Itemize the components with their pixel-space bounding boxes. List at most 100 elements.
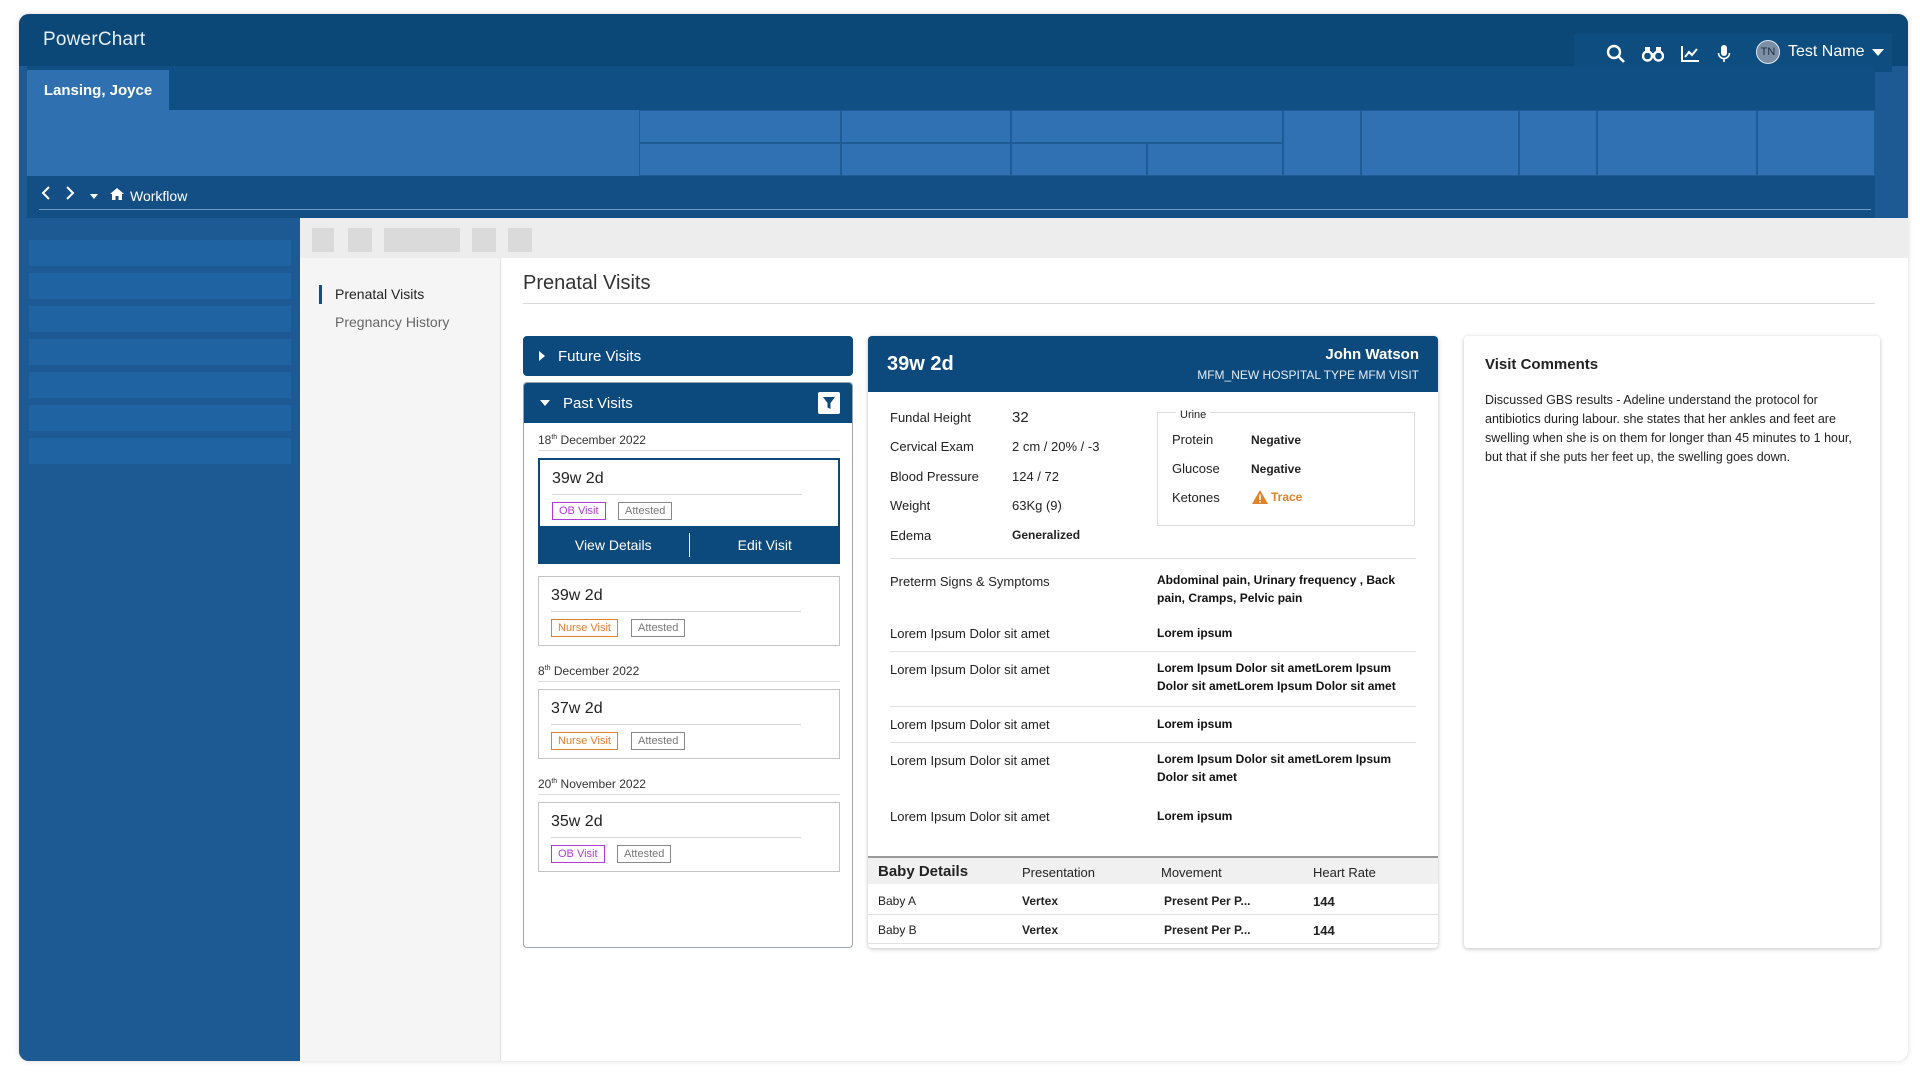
- vital-value: 32: [1012, 409, 1029, 426]
- toolbar-placeholder[interactable]: [348, 228, 372, 252]
- warning-icon: [1252, 490, 1268, 504]
- patient-tab-strip: [27, 66, 1875, 110]
- sidebar-item-placeholder[interactable]: [29, 240, 291, 266]
- visit-card[interactable]: 39w 2d Nurse Visit Attested: [538, 576, 840, 646]
- divider: [890, 651, 1416, 652]
- sidebar-item-placeholder[interactable]: [29, 339, 291, 365]
- sidebar-item-placeholder[interactable]: [29, 438, 291, 464]
- subnav-item-prenatal-visits[interactable]: Prenatal Visits: [335, 286, 425, 302]
- banner-cell: [1519, 110, 1597, 176]
- binoculars-icon[interactable]: [1641, 44, 1665, 64]
- status-badge: Attested: [617, 845, 672, 863]
- future-visits-label: Future Visits: [558, 347, 642, 365]
- urine-label: Ketones: [1172, 490, 1220, 505]
- visit-card[interactable]: 35w 2d OB Visit Attested: [538, 802, 840, 872]
- baby-movement: Present Per P...: [1164, 894, 1251, 908]
- symptom-label: Lorem Ipsum Dolor sit amet: [890, 717, 1050, 732]
- past-visits-toggle[interactable]: Past Visits: [524, 383, 852, 423]
- symptom-label: Lorem Ipsum Dolor sit amet: [890, 809, 1050, 824]
- patient-tab[interactable]: Lansing, Joyce: [27, 70, 169, 110]
- toolbar-placeholder[interactable]: [472, 228, 496, 252]
- divider: [538, 681, 840, 682]
- banner-cell: [1361, 110, 1519, 176]
- urine-title: Urine: [1176, 409, 1211, 421]
- visit-gestational-age: 39w 2d: [551, 587, 603, 604]
- table-row: Baby A Vertex Present Per P... 144: [868, 886, 1438, 915]
- column-header: Heart Rate: [1313, 865, 1376, 880]
- sidebar-item-placeholder[interactable]: [29, 273, 291, 299]
- vital-label: Weight: [890, 498, 931, 513]
- back-icon[interactable]: [41, 186, 51, 205]
- navigation-bar: Workflow: [27, 176, 1875, 218]
- urine-group: Urine Protein Negative Glucose Negative …: [1157, 409, 1415, 526]
- history-dropdown-icon[interactable]: [89, 187, 99, 205]
- visit-type-badge: Nurse Visit: [551, 619, 618, 637]
- symptom-label: Lorem Ipsum Dolor sit amet: [890, 753, 1050, 768]
- caret-down-icon: [540, 400, 550, 406]
- banner-cell: [1011, 143, 1147, 176]
- comments-body: Discussed GBS results - Adeline understa…: [1485, 393, 1852, 464]
- history-controls: [41, 186, 99, 205]
- app-title: PowerChart: [43, 29, 146, 50]
- divider: [551, 837, 801, 838]
- subnav-item-pregnancy-history[interactable]: Pregnancy History: [335, 314, 450, 330]
- symptom-value: Lorem Ipsum Dolor sit ametLorem Ipsum Do…: [1157, 752, 1392, 784]
- vital-label: Fundal Height: [890, 410, 971, 425]
- filter-icon[interactable]: [818, 392, 840, 414]
- table-row: Baby B Vertex Present Per P... 144: [868, 915, 1438, 944]
- urine-value-ketones: Trace: [1251, 489, 1302, 505]
- chart-icon[interactable]: [1680, 44, 1702, 64]
- future-visits-toggle[interactable]: Future Visits: [523, 336, 853, 376]
- content-toolbar: [300, 218, 1908, 258]
- visit-card[interactable]: 37w 2d Nurse Visit Attested: [538, 689, 840, 759]
- vital-value: 63Kg (9): [1012, 498, 1062, 513]
- user-menu[interactable]: TN Test Name: [1756, 38, 1885, 66]
- visit-type-badge: OB Visit: [551, 845, 605, 863]
- vital-value: 2 cm / 20% / -3: [1012, 439, 1100, 454]
- vital-label: Blood Pressure: [890, 469, 979, 484]
- baby-movement: Present Per P...: [1164, 923, 1251, 937]
- visit-detail-header: 39w 2d John Watson MFM_NEW HOSPITAL TYPE…: [868, 336, 1438, 392]
- banner-cell: [841, 110, 1011, 143]
- visit-date-label: 8th December 2022: [538, 664, 640, 678]
- baby-presentation: Vertex: [1022, 894, 1059, 908]
- baby-name: Baby B: [878, 923, 917, 937]
- sidebar-item-placeholder[interactable]: [29, 306, 291, 332]
- sidebar-item-placeholder[interactable]: [29, 372, 291, 398]
- symptom-value: Lorem Ipsum Dolor sit ametLorem Ipsum Do…: [1157, 661, 1396, 693]
- section-nav: Prenatal Visits Pregnancy History: [300, 258, 501, 1061]
- search-icon[interactable]: [1606, 44, 1628, 64]
- sidebar-item-placeholder[interactable]: [29, 405, 291, 431]
- chevron-down-icon: [1872, 48, 1885, 56]
- banner-cell: [1597, 110, 1757, 176]
- avatar: TN: [1756, 40, 1780, 64]
- edit-visit-button[interactable]: Edit Visit: [737, 537, 792, 553]
- divider: [890, 706, 1416, 707]
- toolbar-placeholder[interactable]: [312, 228, 334, 252]
- patient-banner: [27, 110, 1875, 176]
- visit-detail-ga: 39w 2d: [887, 353, 954, 375]
- vital-value: 124 / 72: [1012, 469, 1059, 484]
- visit-date-label: 18th December 2022: [538, 433, 646, 447]
- status-badge: Attested: [631, 619, 686, 637]
- banner-cell: [1757, 110, 1875, 176]
- microphone-icon[interactable]: [1716, 44, 1738, 64]
- forward-icon[interactable]: [65, 186, 75, 205]
- divider: [39, 209, 1871, 210]
- divider: [523, 303, 1875, 304]
- provider-name: John Watson: [1325, 346, 1419, 363]
- banner-cell: [841, 143, 1011, 176]
- divider: [688, 533, 690, 557]
- banner-cell: [1283, 110, 1361, 176]
- divider: [538, 450, 840, 451]
- visit-card-selected[interactable]: 39w 2d OB Visit Attested View Details Ed…: [538, 458, 840, 564]
- view-details-button[interactable]: View Details: [574, 537, 652, 553]
- column-header: Presentation: [1022, 865, 1095, 880]
- user-name: Test Name: [1788, 43, 1865, 60]
- breadcrumb-label: Workflow: [130, 187, 188, 204]
- toolbar: [1574, 34, 1892, 72]
- toolbar-placeholder[interactable]: [384, 228, 460, 252]
- toolbar-placeholder[interactable]: [508, 228, 532, 252]
- baby-heart-rate: 144: [1313, 894, 1335, 909]
- breadcrumb[interactable]: Workflow: [109, 187, 187, 204]
